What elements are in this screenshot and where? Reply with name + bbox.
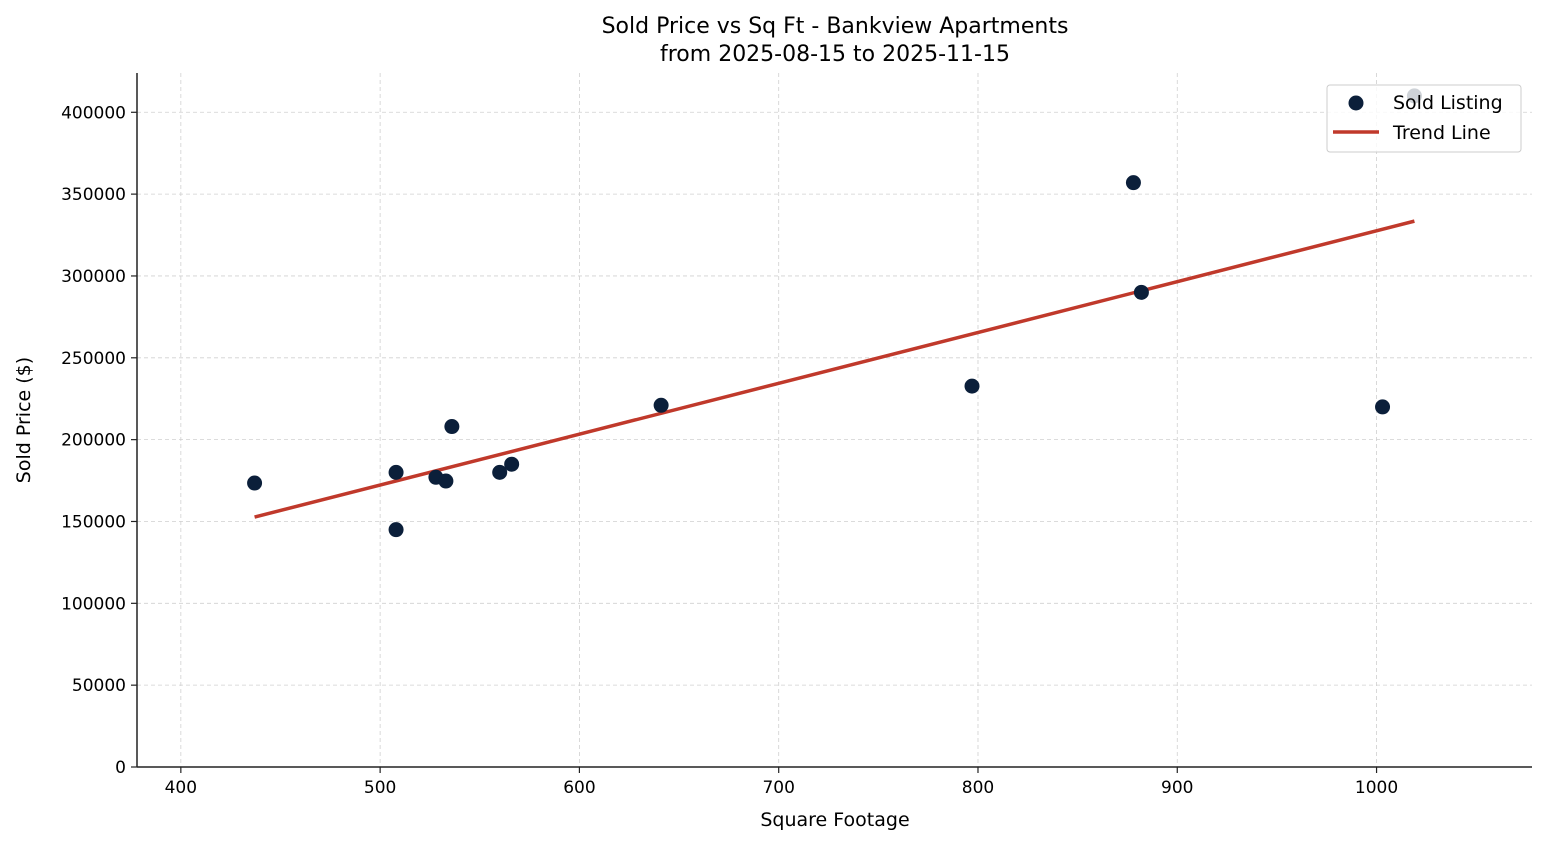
data-point xyxy=(492,464,508,480)
legend-box xyxy=(1326,84,1522,153)
data-point xyxy=(653,397,669,413)
data-point xyxy=(1133,284,1149,300)
chart-title: Sold Price vs Sq Ft - Bankview Apartment… xyxy=(602,14,1069,39)
x-axis-label: Square Footage xyxy=(760,809,909,831)
legend-marker-sold-listing xyxy=(1348,95,1364,111)
data-point xyxy=(504,456,520,472)
x-tick-label: 1000 xyxy=(1355,778,1398,798)
tick-labels: 400 500 600 700 800 900 1000 0 50000 100000 150000… xyxy=(61,103,1398,798)
x-tick-label: 900 xyxy=(1161,778,1193,798)
data-point xyxy=(1125,175,1141,191)
y-tick-label: 400000 xyxy=(61,103,126,123)
data-point xyxy=(444,419,460,435)
x-tick-label: 700 xyxy=(762,778,794,798)
data-point xyxy=(388,464,404,480)
legend: Sold Listing Trend Line xyxy=(1326,84,1522,153)
trend-line xyxy=(254,219,1415,519)
data-point xyxy=(1375,399,1391,415)
y-tick-label: 50000 xyxy=(72,676,126,696)
legend-label-sold-listing: Sold Listing xyxy=(1393,92,1503,114)
y-tick-label: 350000 xyxy=(61,185,126,205)
axes xyxy=(131,73,1532,773)
x-tick-label: 500 xyxy=(364,778,396,798)
points-layer xyxy=(247,88,1422,538)
y-axis-label: Sold Price ($) xyxy=(13,357,35,483)
data-point xyxy=(964,378,980,394)
x-tick-label: 400 xyxy=(165,778,197,798)
data-point xyxy=(438,473,454,489)
grid xyxy=(137,73,1532,767)
legend-label-trend-line: Trend Line xyxy=(1392,122,1491,144)
y-tick-label: 150000 xyxy=(61,512,126,532)
trend-line-layer xyxy=(254,219,1415,519)
x-tick-label: 600 xyxy=(563,778,595,798)
x-tick-label: 800 xyxy=(962,778,994,798)
data-point xyxy=(247,475,263,491)
data-point xyxy=(388,522,404,538)
y-tick-label: 0 xyxy=(115,758,126,778)
y-tick-label: 300000 xyxy=(61,267,126,287)
y-tick-label: 200000 xyxy=(61,431,126,451)
y-tick-label: 100000 xyxy=(61,594,126,614)
chart-subtitle: from 2025-08-15 to 2025-11-15 xyxy=(660,42,1010,67)
y-tick-label: 250000 xyxy=(61,349,126,369)
